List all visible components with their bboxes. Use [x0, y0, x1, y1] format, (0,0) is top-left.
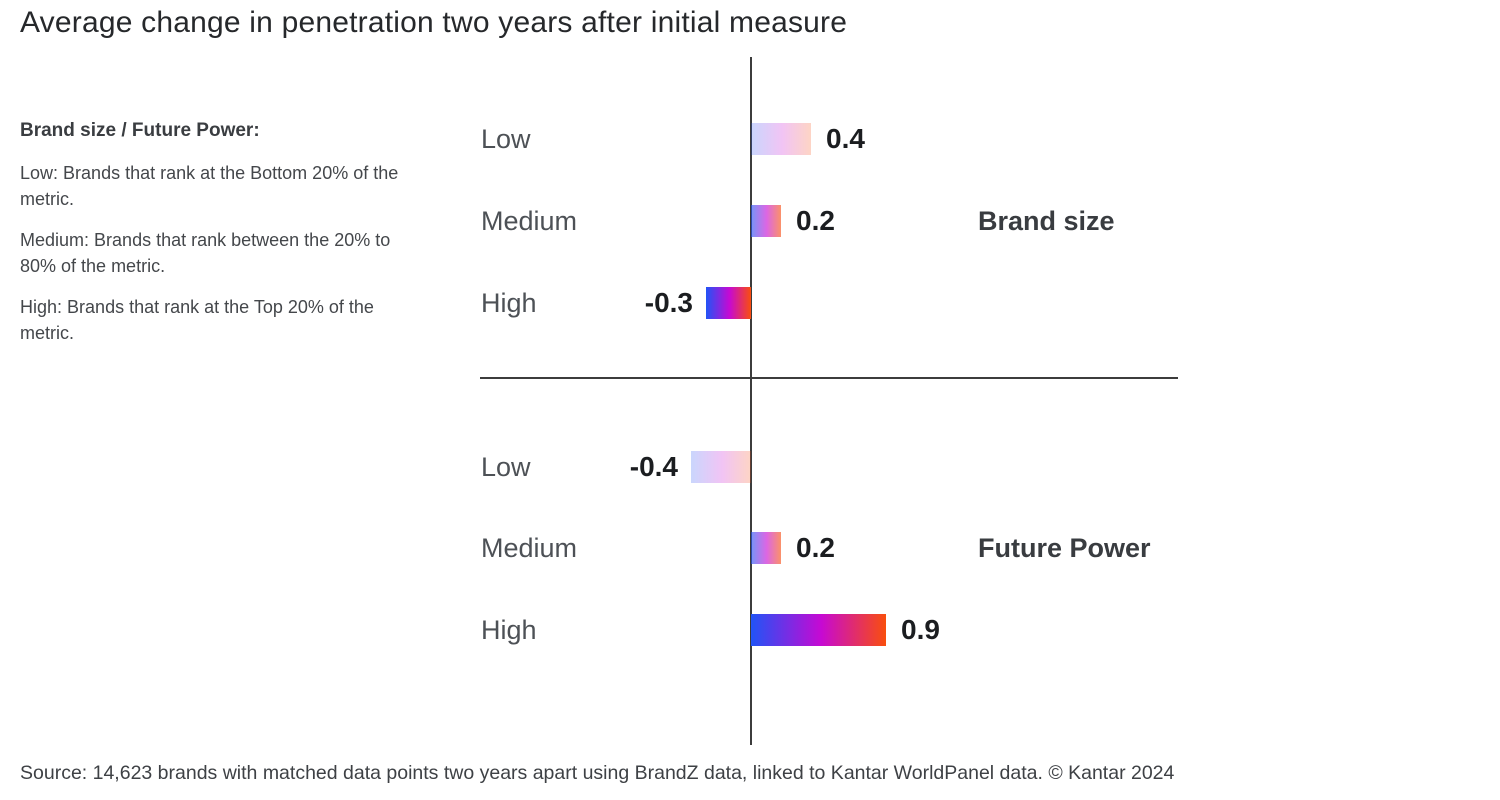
value-label-future-power-medium: 0.2	[796, 532, 835, 563]
value-label-future-power-high: 0.9	[901, 614, 940, 645]
value-label-future-power-low: -0.4	[629, 451, 678, 482]
value-label-brand-size-high: -0.3	[644, 287, 693, 318]
legend-item-high: High: Brands that rank at the Top 20% of…	[20, 294, 422, 346]
row-label-future-power-low: Low	[481, 452, 531, 482]
legend-desc-medium: Brands that rank between the 20% to 80% …	[20, 230, 391, 276]
page-title: Average change in penetration two years …	[20, 6, 848, 39]
value-label-brand-size-medium: 0.2	[796, 205, 835, 236]
group-divider-line	[480, 377, 1178, 379]
legend-item-low: Low: Brands that rank at the Bottom 20% …	[20, 160, 422, 212]
row-label-brand-size-low: Low	[481, 124, 531, 154]
bar-brand-size-medium	[751, 205, 781, 237]
source-note: Source: 14,623 brands with matched data …	[20, 762, 1175, 784]
legend-block: Brand size / Future Power: Low: Brands t…	[20, 120, 422, 361]
row-label-future-power-medium: Medium	[481, 533, 578, 563]
row-label-future-power-high: High	[481, 615, 537, 645]
legend-desc-low: Brands that rank at the Bottom 20% of th…	[20, 163, 399, 209]
legend-term-low: Low:	[20, 163, 59, 183]
legend-term-medium: Medium:	[20, 230, 90, 250]
bar-brand-size-high	[706, 287, 751, 319]
legend-item-medium: Medium: Brands that rank between the 20%…	[20, 227, 422, 279]
group-label-future-power: Future Power	[978, 533, 1151, 563]
bar-future-power-high	[751, 614, 886, 646]
row-label-brand-size-medium: Medium	[481, 206, 578, 236]
row-label-brand-size-high: High	[481, 288, 537, 318]
bar-brand-size-low	[751, 123, 811, 155]
bar-future-power-medium	[751, 532, 781, 564]
value-label-brand-size-low: 0.4	[826, 123, 865, 154]
legend-term-high: High:	[20, 297, 63, 317]
vertical-axis-line	[750, 57, 752, 745]
legend-desc-high: Brands that rank at the Top 20% of the m…	[20, 297, 374, 343]
legend-heading: Brand size / Future Power:	[20, 120, 260, 141]
group-label-brand-size: Brand size	[978, 206, 1115, 236]
bar-future-power-low	[691, 451, 751, 483]
